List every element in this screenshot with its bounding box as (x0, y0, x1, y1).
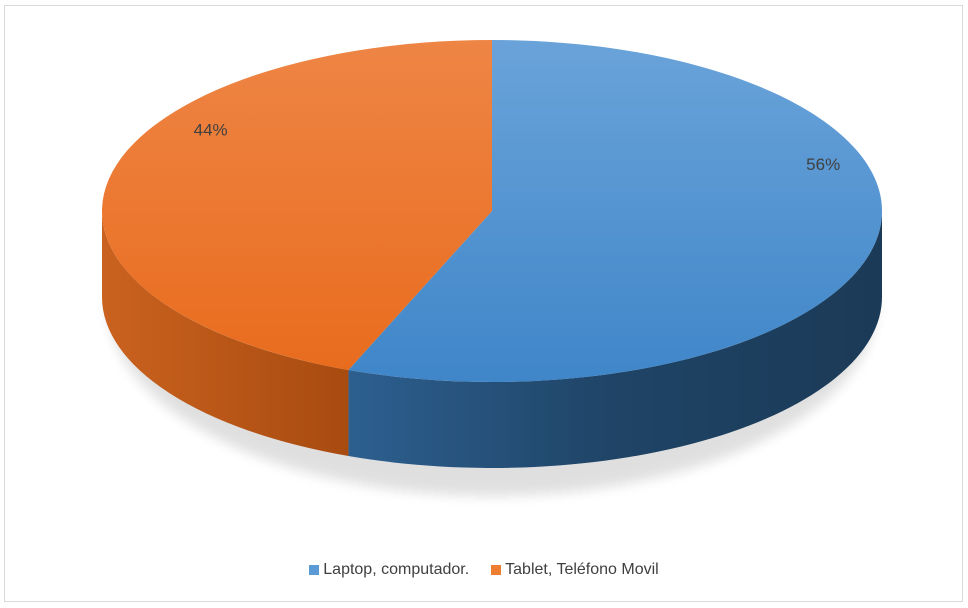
legend-swatch-tablet (491, 565, 502, 575)
slice-side-laptop (348, 211, 883, 469)
slice-top-tablet (101, 40, 492, 370)
legend-item-laptop: Laptop, computador. (309, 561, 469, 579)
slice-side-tablet (102, 211, 349, 456)
slice-top-laptop (348, 40, 883, 383)
legend-swatch-laptop (309, 565, 320, 575)
legend: Laptop, computador. Tablet, Teléfono Mov… (0, 561, 968, 579)
data-label-laptop: 56% (806, 155, 840, 174)
legend-item-tablet: Tablet, Teléfono Movil (491, 561, 659, 579)
data-label-tablet: 44% (194, 120, 228, 139)
legend-label-tablet: Tablet, Teléfono Movil (505, 561, 659, 578)
legend-label-laptop: Laptop, computador. (323, 561, 470, 578)
